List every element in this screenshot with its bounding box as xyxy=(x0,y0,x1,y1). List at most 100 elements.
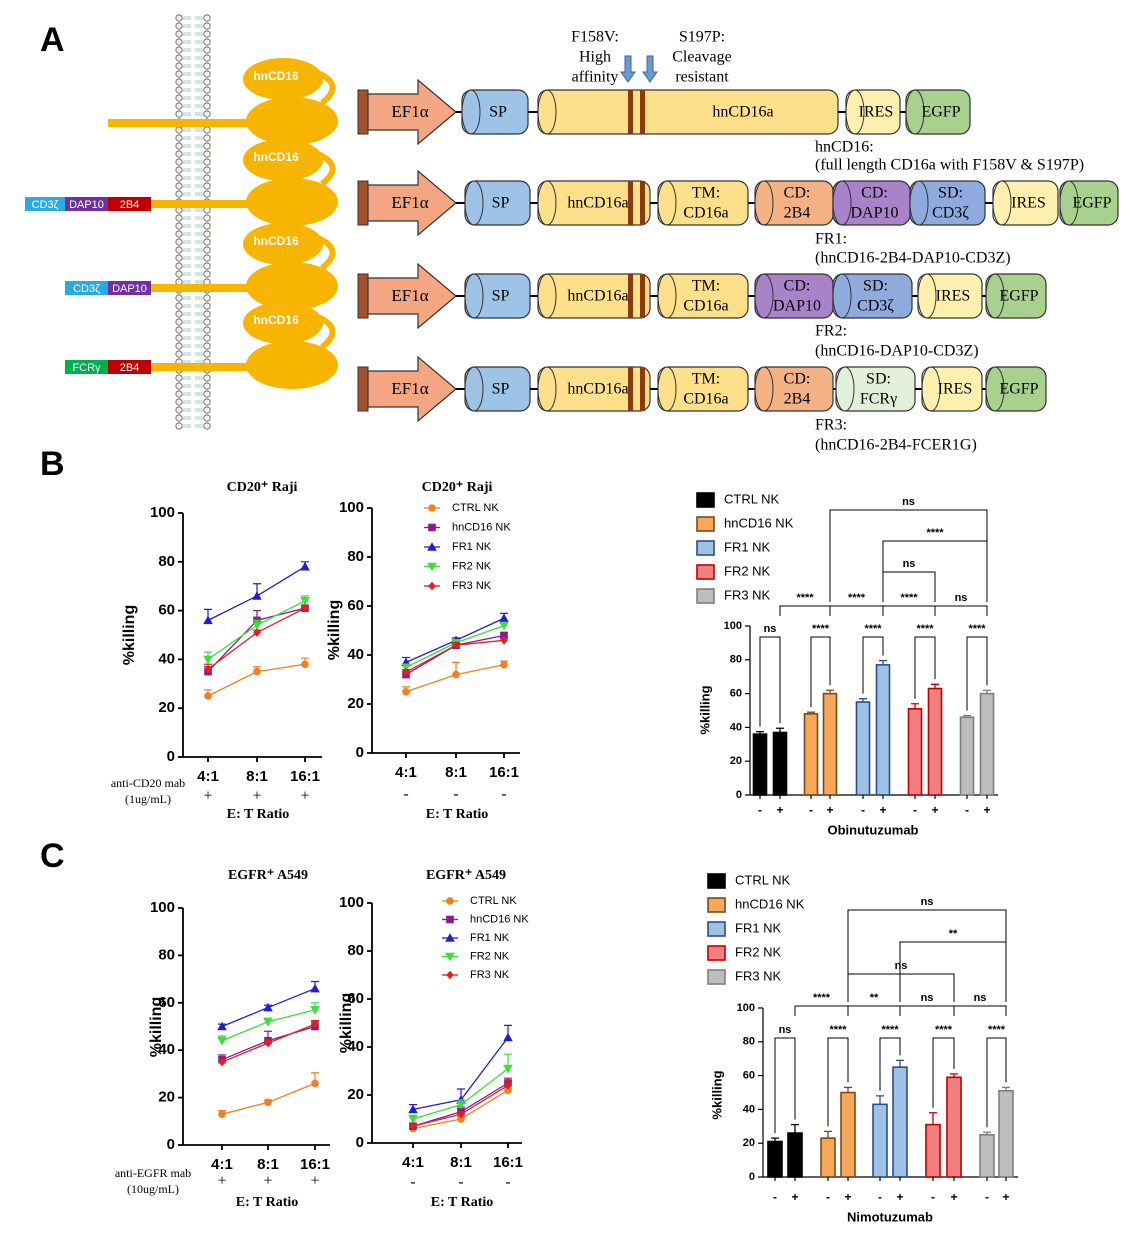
significance-label: **** xyxy=(813,992,831,1004)
legend-label: FR1 NK xyxy=(735,920,782,935)
ectodomain-label: hnCD16 xyxy=(253,234,299,248)
bar xyxy=(822,692,838,796)
ectodomain xyxy=(243,139,323,181)
construct-caption: (full length CD16a with F158V & S197P) xyxy=(815,157,1084,174)
x-tick-label: 8:1 xyxy=(450,1154,472,1171)
legend-swatch xyxy=(707,873,726,889)
significance-bracket xyxy=(986,1037,1007,1128)
marker xyxy=(264,1038,272,1048)
y-tick-label: 40 xyxy=(158,650,175,667)
y-tick-label: 0 xyxy=(356,1134,364,1151)
bar xyxy=(855,701,871,796)
error-bar xyxy=(983,689,991,694)
ectodomain xyxy=(243,223,323,265)
significance-label: **** xyxy=(829,1024,847,1036)
significance-label: **** xyxy=(968,623,986,635)
marker xyxy=(218,1057,226,1067)
significance-bracket xyxy=(827,1037,849,1127)
y-tick-label: 80 xyxy=(730,654,742,666)
segment-cap xyxy=(1059,180,1079,226)
marker xyxy=(428,504,436,512)
segment-label: CD: xyxy=(861,185,888,202)
y-axis-label: %killing xyxy=(121,605,138,665)
significance-bracket xyxy=(899,1005,955,1016)
x-tick-label: - xyxy=(878,1190,882,1204)
x-tick-label: + xyxy=(983,803,990,817)
segment-cap xyxy=(921,366,941,412)
marker xyxy=(500,636,508,645)
significance-bracket xyxy=(882,571,936,602)
segment-label: EGFP xyxy=(1072,195,1111,212)
x-tick-label: + xyxy=(791,1190,798,1204)
treatment-label: (1ug/mL) xyxy=(125,792,171,806)
marker xyxy=(503,1032,513,1042)
marker xyxy=(500,631,508,640)
significance-label: ns xyxy=(955,592,968,604)
significance-bracket xyxy=(829,605,884,616)
signal-domain-label: 2B4 xyxy=(120,199,140,211)
treatment-sign: - xyxy=(458,1174,463,1191)
marker xyxy=(252,591,262,600)
x-tick-label: 8:1 xyxy=(445,764,467,781)
segment-cap xyxy=(909,180,929,226)
significance-bracket xyxy=(774,1037,796,1134)
y-tick-label: 100 xyxy=(150,899,175,916)
segment-cap xyxy=(754,273,774,319)
x-tick-label: + xyxy=(844,1190,851,1204)
mutation-note: F158V: xyxy=(571,29,619,46)
x-tick-label: - xyxy=(758,803,762,817)
treatment-label: anti-CD20 mab xyxy=(111,776,185,790)
y-tick-label: 100 xyxy=(724,620,742,632)
legend-swatch xyxy=(696,588,715,604)
promoter-arrow xyxy=(367,262,457,330)
receptor-stalk xyxy=(108,119,250,127)
construct-caption: FR3: xyxy=(815,417,847,434)
segment-label: hnCD16a xyxy=(567,381,628,398)
signal-domain-label: DAP10 xyxy=(69,199,104,211)
y-tick-label: 40 xyxy=(730,721,742,733)
y-tick-label: 0 xyxy=(167,1136,175,1153)
x-tick-label: - xyxy=(931,1190,935,1204)
segment-cap xyxy=(905,89,925,135)
x-tick-label: 4:1 xyxy=(211,1156,233,1173)
legend-label: hnCD16 NK xyxy=(735,896,805,911)
treatment-sign: + xyxy=(252,788,261,805)
x-tick-label: 4:1 xyxy=(395,764,417,781)
promoter-label: EF1α xyxy=(391,193,428,212)
segment-label: FCRγ xyxy=(860,391,897,408)
y-tick-label: 80 xyxy=(347,942,364,959)
x-tick-label: + xyxy=(879,803,886,817)
y-tick-label: 60 xyxy=(743,1070,755,1082)
y-tick-label: 40 xyxy=(347,1038,364,1055)
y-tick-label: 40 xyxy=(743,1103,755,1115)
bar xyxy=(820,1137,836,1178)
segment-cap xyxy=(845,89,865,135)
treatment-sign: + xyxy=(300,788,309,805)
marker xyxy=(203,615,213,625)
marker xyxy=(301,603,309,613)
significance-bracket xyxy=(794,1005,849,1016)
treatment-sign: - xyxy=(501,786,506,803)
marker xyxy=(428,581,436,591)
legend-swatch xyxy=(696,564,715,580)
significance-label: **** xyxy=(926,527,944,539)
marker xyxy=(204,664,212,674)
y-tick-label: 20 xyxy=(347,695,364,712)
y-tick-label: 100 xyxy=(737,1002,755,1014)
legend-swatch xyxy=(696,516,715,532)
marker xyxy=(408,1104,418,1114)
x-tick-label: - xyxy=(826,1190,830,1204)
bar xyxy=(872,1103,888,1178)
significance-label: **** xyxy=(988,1024,1006,1036)
ectodomain xyxy=(243,302,323,344)
segment-label: SP xyxy=(492,381,510,398)
significance-bracket xyxy=(966,636,988,711)
segment-cap xyxy=(537,273,557,319)
y-tick-label: 20 xyxy=(158,1089,175,1106)
y-tick-label: 0 xyxy=(356,744,364,761)
significance-label: ns xyxy=(895,960,908,972)
treatment-sign: - xyxy=(410,1174,415,1191)
mutation-stripe xyxy=(628,181,633,225)
y-tick-label: 80 xyxy=(347,548,364,565)
